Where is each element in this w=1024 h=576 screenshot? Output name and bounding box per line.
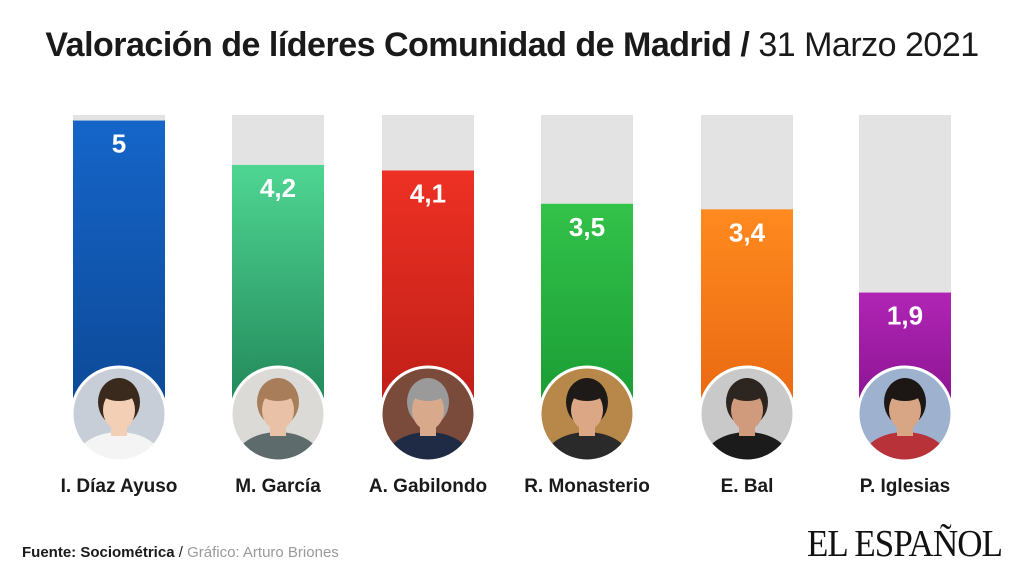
bar-value-label: 4,1 [410, 178, 446, 208]
category-label: E. Bal [721, 476, 774, 497]
avatar [231, 367, 325, 461]
bar [232, 164, 324, 398]
credit-text: Gráfico: Arturo Briones [187, 544, 339, 561]
avatar [540, 367, 634, 461]
chart-title: Valoración de líderes Comunidad de Madri… [0, 26, 1024, 65]
chart-title-main: Valoración de líderes Comunidad de Madri… [45, 26, 732, 64]
el-espanol-logo: EL ESPAÑOL [806, 523, 1003, 565]
avatar-ring [698, 365, 796, 463]
avatar-ring [379, 365, 477, 463]
avatar [700, 367, 794, 461]
bar-value-label: 4,2 [260, 173, 296, 203]
bar-value-label: 1,9 [887, 301, 923, 331]
footer-source: Fuente: Sociométrica / Gráfico: Arturo B… [22, 544, 339, 561]
category-label: R. Monasterio [524, 476, 650, 497]
bar-value-label: 5 [112, 129, 126, 159]
category-label: M. García [235, 476, 321, 497]
chart-title-separator: / [740, 26, 750, 64]
category-label: P. Iglesias [860, 476, 951, 497]
avatar-ring [538, 365, 636, 463]
bar-chart: 5 I. Díaz Ayuso 4,2 M. García 4,1 A. Gabilond… [61, 115, 954, 497]
chart-title-date: 31 Marzo 2021 [758, 26, 979, 64]
bar-value-label: 3,5 [569, 212, 605, 242]
avatar [858, 367, 952, 461]
category-label: I. Díaz Ayuso [61, 476, 178, 497]
avatar-ring [70, 365, 168, 463]
bar-value-label: 3,4 [729, 217, 766, 247]
avatar-ring [229, 365, 327, 463]
bar [73, 120, 165, 399]
bar [382, 170, 474, 398]
avatar-ring [856, 365, 954, 463]
avatar [381, 367, 475, 461]
footer-separator: / [178, 544, 183, 561]
category-label: A. Gabilondo [369, 476, 487, 497]
avatar [72, 367, 166, 461]
bars-group: 5 I. Díaz Ayuso 4,2 M. García 4,1 A. Gabilond… [61, 115, 954, 497]
source-label: Fuente: Sociométrica [22, 544, 175, 561]
